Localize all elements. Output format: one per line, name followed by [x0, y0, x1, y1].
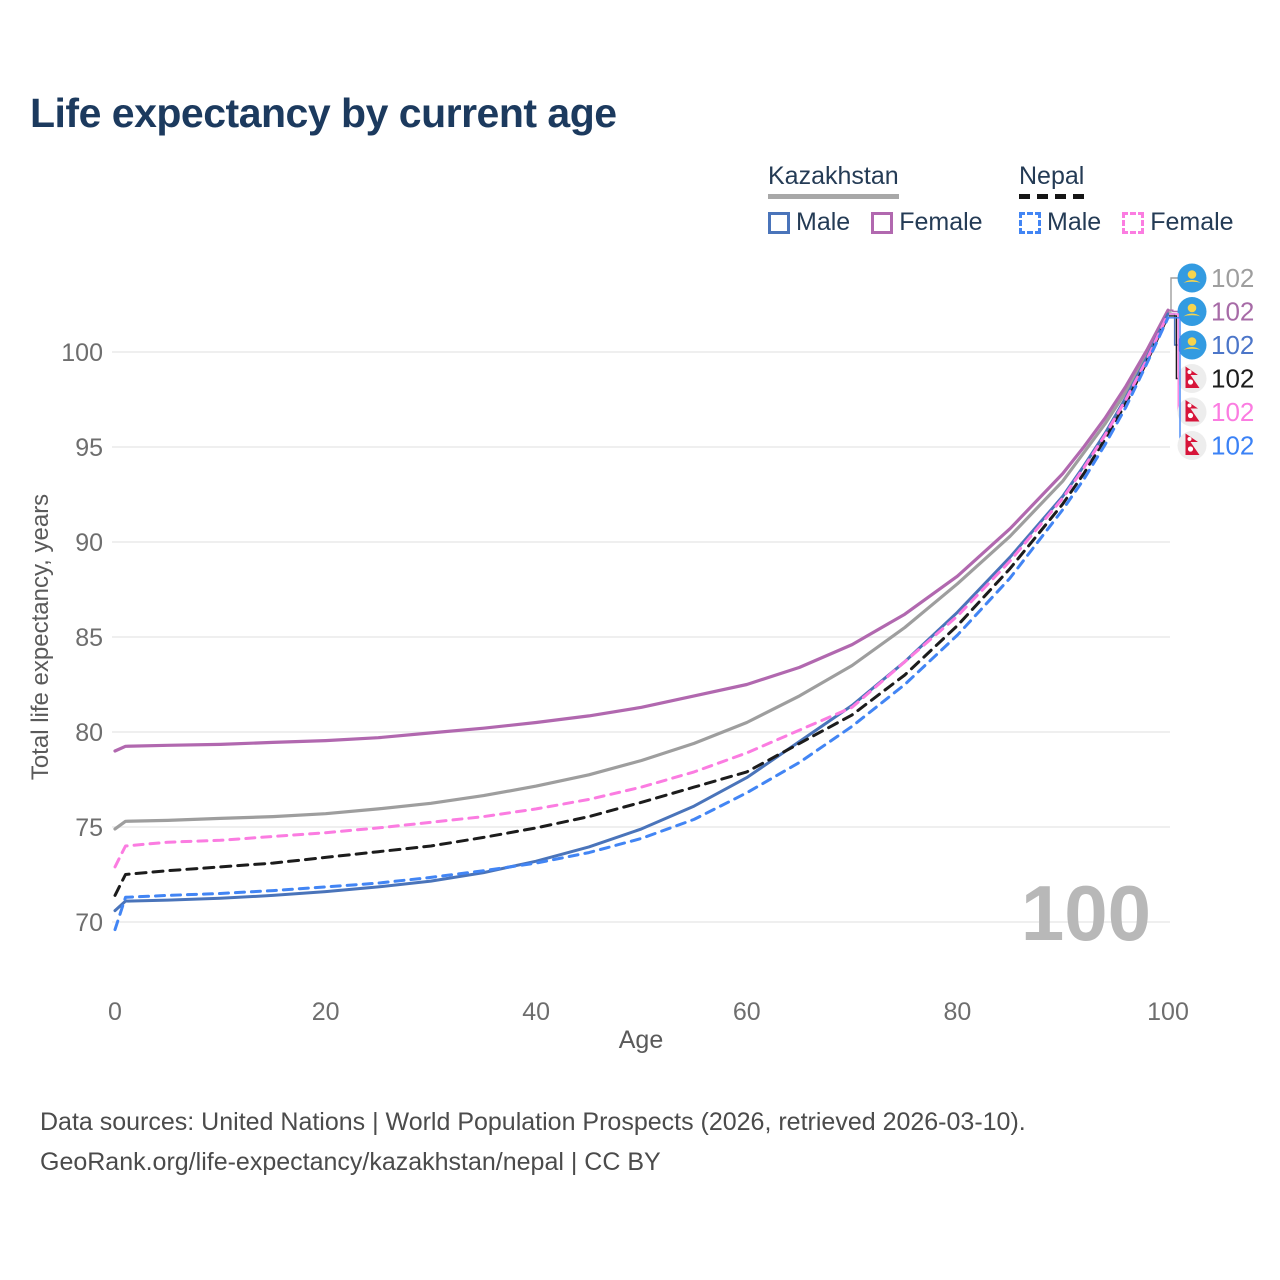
x-tick-label-0: 0: [108, 998, 122, 1026]
nepal-dashed-line-sample: [1019, 194, 1085, 199]
x-tick-label-20: 20: [312, 998, 340, 1026]
nepal-male-swatch-icon: [1019, 211, 1041, 234]
y-tick-label-80: 80: [75, 719, 103, 747]
legend-country-kazakhstan: Kazakhstan: [768, 162, 899, 190]
series-line-np_both[interactable]: [113, 314, 1170, 897]
flag-kazakhstan-icon: [1177, 263, 1207, 293]
legend-label-kazakhstan-female: Female: [899, 208, 983, 236]
end-label-connector-kz_both: [1169, 277, 1178, 313]
flag-kazakhstan-icon: [1177, 297, 1207, 326]
series-line-kz_female[interactable]: [113, 308, 1170, 753]
x-tick-label-80: 80: [943, 998, 971, 1026]
legend-country-nepal: Nepal: [1019, 162, 1085, 190]
end-label-value-np_both: 102: [1211, 364, 1254, 394]
legend-label-nepal-male: Male: [1047, 208, 1102, 236]
series-line-kz_male[interactable]: [113, 312, 1170, 913]
y-tick-label-90: 90: [75, 529, 103, 557]
nepal-female-swatch-icon: [1122, 211, 1145, 234]
series-line-np_male[interactable]: [113, 316, 1170, 932]
end-label-value-np_male: 102: [1211, 431, 1254, 461]
y-tick-label-85: 85: [75, 624, 103, 652]
flag-nepal-icon: [1177, 397, 1207, 427]
end-label-connector-kz_female: [1169, 309, 1178, 313]
legend-item-nepal-female[interactable]: Female: [1122, 208, 1234, 237]
flag-kazakhstan-icon: [1177, 330, 1207, 360]
georank-url-text[interactable]: GeoRank.org/life-expectancy/kazakhstan/n…: [40, 1148, 661, 1176]
y-tick-label-100: 100: [61, 339, 103, 367]
legend-label-kazakhstan-male: Male: [796, 208, 851, 236]
y-tick-label-75: 75: [75, 814, 103, 842]
y-tick-label-95: 95: [75, 434, 103, 462]
page-title: Life expectancy by current age: [30, 90, 617, 136]
kazakhstan-solid-line-sample: [768, 194, 899, 199]
end-label-value-np_female: 102: [1211, 397, 1254, 427]
end-label-value-kz_male: 102: [1211, 330, 1254, 360]
x-tick-label-60: 60: [733, 998, 761, 1026]
chart-legend: Kazakhstan Male Female Nepal Male: [0, 162, 1280, 247]
legend-group-kazakhstan: Kazakhstan Male Female: [768, 162, 1004, 237]
legend-group-nepal: Nepal Male Female: [1019, 162, 1255, 237]
x-tick-label-100: 100: [1147, 998, 1189, 1026]
end-label-value-kz_female: 102: [1211, 297, 1254, 327]
end-label-connector-np_both: [1169, 315, 1178, 380]
legend-label-nepal-female: Female: [1150, 208, 1234, 236]
kazakhstan-male-swatch-icon: [768, 211, 790, 234]
legend-item-nepal-male[interactable]: Male: [1019, 208, 1101, 237]
data-sources-text: Data sources: United Nations | World Pop…: [40, 1108, 1026, 1136]
series-line-kz_both[interactable]: [113, 310, 1170, 831]
legend-item-kazakhstan-female[interactable]: Female: [871, 208, 983, 237]
y-tick-label-70: 70: [75, 909, 103, 937]
flag-nepal-icon: [1177, 364, 1207, 393]
x-tick-label-40: 40: [522, 998, 550, 1026]
kazakhstan-female-swatch-icon: [871, 211, 894, 234]
legend-item-kazakhstan-male[interactable]: Male: [768, 208, 850, 237]
x-axis-title: Age: [619, 1026, 663, 1054]
end-label-value-kz_both: 102: [1211, 263, 1254, 293]
age-watermark: 100: [1021, 869, 1151, 957]
flag-nepal-icon: [1177, 431, 1207, 460]
series-line-np_female[interactable]: [113, 312, 1170, 869]
y-axis-title: Total life expectancy, years: [27, 494, 54, 780]
